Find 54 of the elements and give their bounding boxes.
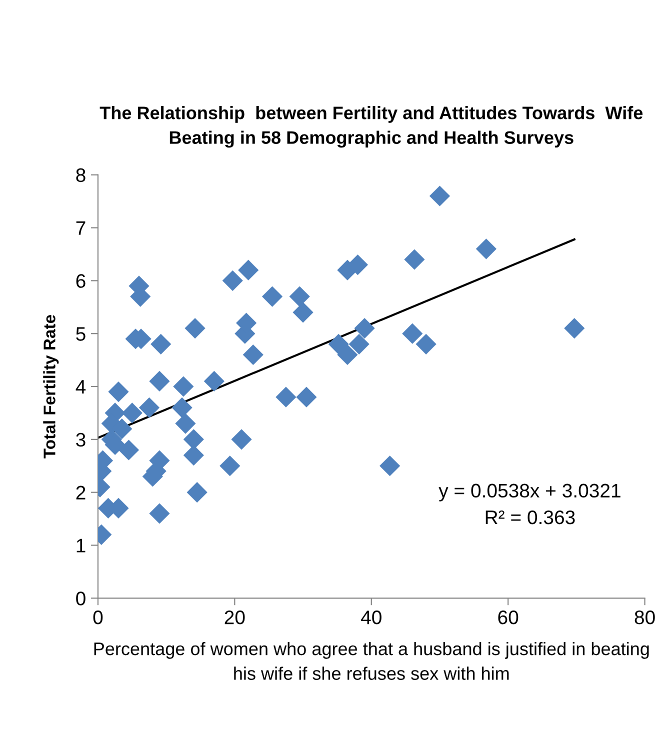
point	[122, 402, 142, 424]
y-axis-title: Total Fertility Rate	[43, 314, 59, 458]
point	[296, 386, 317, 408]
y-tick-label: 6	[76, 274, 86, 288]
y-tick-label: 1	[76, 538, 86, 552]
x-tick-label: 80	[634, 610, 655, 624]
point	[404, 249, 425, 270]
point	[204, 370, 224, 392]
point	[231, 429, 252, 450]
point	[337, 344, 358, 366]
point	[175, 413, 196, 434]
point	[186, 482, 208, 503]
point	[149, 370, 170, 392]
annotation: y = 0.0538x + 3.0321	[438, 484, 620, 502]
point	[220, 456, 240, 476]
point	[354, 318, 375, 339]
point	[172, 397, 192, 418]
y-tick-label: 2	[76, 486, 86, 500]
point	[416, 334, 436, 354]
point	[402, 323, 423, 344]
point	[138, 397, 160, 418]
point	[183, 445, 204, 466]
point	[348, 334, 370, 354]
point	[242, 344, 264, 366]
point	[149, 503, 170, 524]
point	[222, 270, 243, 291]
point	[238, 260, 259, 280]
point	[292, 302, 314, 323]
point	[289, 286, 310, 307]
x-tick-label: 0	[93, 610, 103, 624]
point	[276, 386, 296, 408]
point	[476, 238, 497, 260]
x-tick-label: 40	[361, 610, 382, 624]
point	[380, 456, 400, 476]
y-tick-label: 8	[76, 168, 86, 182]
point	[262, 286, 283, 307]
point	[173, 376, 194, 397]
x-tick-label: 20	[224, 610, 245, 624]
y-tick-label: 4	[76, 380, 86, 394]
y-tick-label: 5	[76, 327, 86, 341]
y-tick-label: 7	[76, 221, 86, 235]
point	[564, 318, 585, 339]
chart-title: The Relationship between Fertility and Attitudes Towards Wife Beating in 58 Demographic and Health Surveys	[100, 106, 643, 148]
x-tick-label: 60	[498, 610, 518, 624]
x-axis-title: Percentage of women who agree that a husband is justified in beating his wife if she refuses sex with him	[94, 642, 649, 680]
point	[184, 318, 206, 339]
point	[108, 382, 129, 402]
point	[118, 440, 140, 460]
point	[328, 334, 349, 354]
y-tick-label: 0	[76, 592, 86, 606]
point	[150, 334, 172, 354]
annotation: R² = 0.363	[486, 510, 575, 524]
y-tick-label: 3	[76, 432, 86, 447]
point	[429, 186, 450, 206]
